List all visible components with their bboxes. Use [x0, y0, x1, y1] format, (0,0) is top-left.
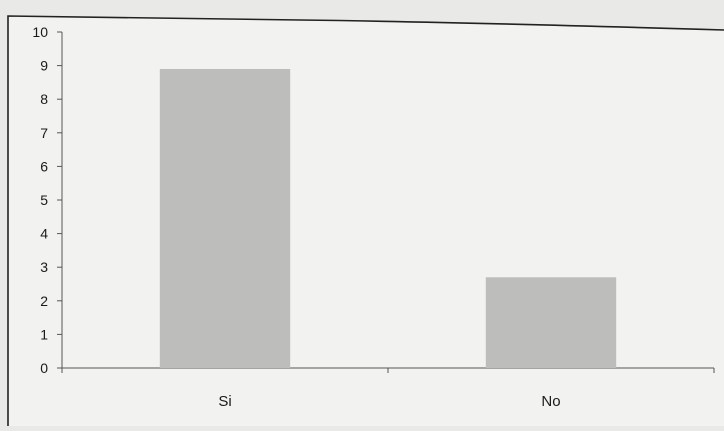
y-tick-label: 9 — [40, 58, 48, 74]
y-tick-label: 2 — [40, 293, 48, 309]
y-tick-label: 5 — [40, 192, 48, 208]
y-tick-label: 8 — [40, 91, 48, 107]
category-label-si: Si — [218, 393, 231, 410]
y-tick-label: 7 — [40, 125, 48, 141]
y-tick-label: 0 — [40, 360, 48, 376]
bar-si — [160, 69, 290, 368]
y-tick-label: 10 — [32, 24, 48, 40]
y-tick-label: 1 — [40, 326, 48, 342]
category-label-no: No — [541, 393, 560, 410]
y-tick-label: 6 — [40, 158, 48, 174]
chart-paper — [8, 16, 724, 426]
y-tick-label: 3 — [40, 259, 48, 275]
bar-no — [486, 277, 616, 368]
y-tick-label: 4 — [40, 226, 48, 242]
